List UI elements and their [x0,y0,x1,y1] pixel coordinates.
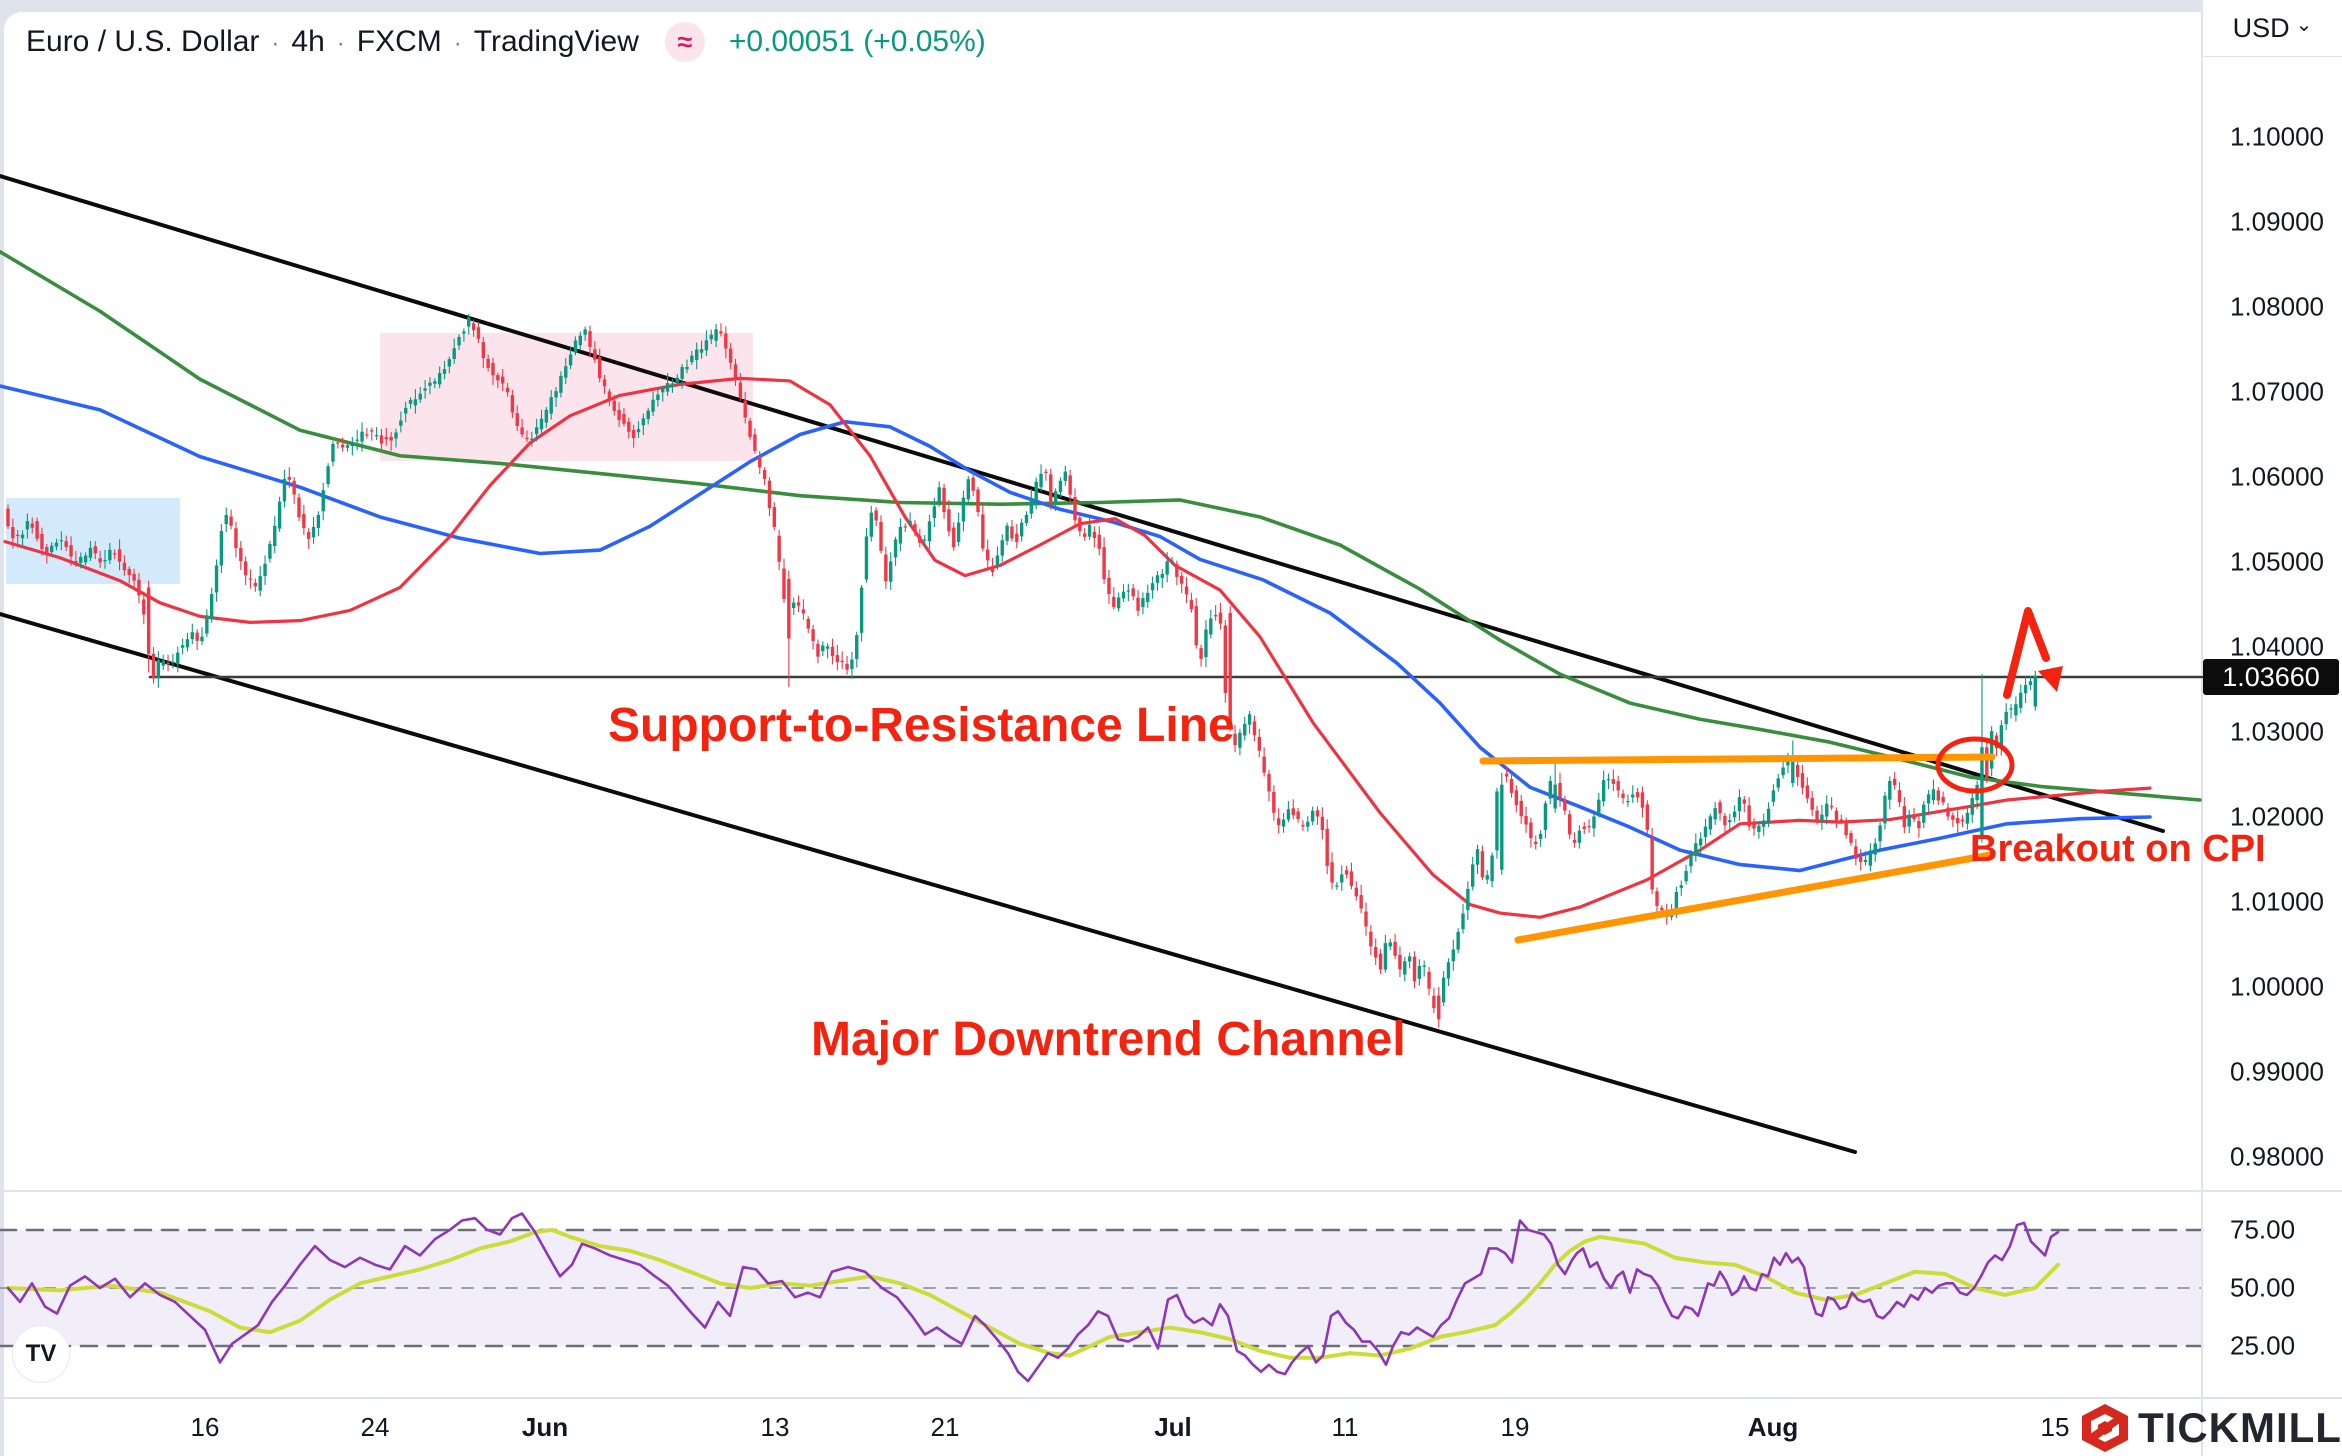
time-tick: 13 [760,1412,790,1442]
price-tick: 1.00000 [2230,971,2324,1002]
slow-ma-line [0,249,2202,802]
title-part[interactable]: Euro / U.S. Dollar [26,25,260,58]
support-resistance-annotation: Support-to-Resistance Line [608,699,1235,752]
currency-dropdown[interactable]: USD ⌄ [2203,0,2342,57]
time-tick: 15 [2040,1412,2070,1442]
title-separator: · [271,30,280,57]
title-separator: · [453,30,462,57]
price-tick: 1.05000 [2230,546,2324,577]
price-line-label: 1.03660 [2203,659,2339,695]
pennant-upper-line [1479,753,1996,765]
price-tick: 1.01000 [2230,886,2324,917]
title-part[interactable]: TradingView [473,25,639,58]
rsi-ma-line [6,1227,2060,1360]
price-tick: 0.98000 [2230,1141,2324,1172]
price-tick: 1.07000 [2230,376,2324,407]
breakout-circle-annotation [1935,736,2015,794]
title-separator: · [336,30,345,57]
rsi-line [6,1212,2060,1383]
time-tick: 16 [190,1412,220,1442]
time-tick: 21 [930,1412,960,1442]
price-tick: 0.99000 [2230,1056,2324,1087]
projection-arrow-annotation [2003,607,2050,699]
time-tick: 11 [1331,1412,1359,1442]
rsi-tick: 75.00 [2230,1214,2296,1245]
chart-legend[interactable]: Euro / U.S. Dollar · 4h · FXCM · TradingView ≈… [26,22,986,62]
tickmill-logo: TICKMILL [2082,1404,2342,1452]
downtrend-channel-annotation: Major Downtrend Channel [811,1013,1406,1066]
candlestick-series [6,313,2037,1028]
time-tick: Aug [1747,1412,1799,1442]
price-tick: 1.03000 [2230,716,2324,747]
approx-icon: ≈ [664,22,705,62]
tradingview-watermark-icon[interactable]: TV [12,1325,70,1383]
price-tick: 1.02000 [2230,801,2324,832]
title-part[interactable]: 4h [291,25,325,58]
pennant-lower-line [1514,851,1994,944]
symbol-title[interactable]: Euro / U.S. Dollar · 4h · FXCM · TradingView [26,25,639,59]
price-tick: 1.08000 [2230,291,2324,322]
title-part[interactable]: FXCM [356,25,442,58]
price-tick: 1.10000 [2230,121,2324,152]
channel-lower-trendline [0,612,1857,1154]
time-tick: Jun [521,1412,569,1442]
projection-arrowhead [2038,666,2063,692]
currency-label: USD [2232,12,2290,43]
price-tick: 1.09000 [2230,206,2324,237]
price-change: +0.00051 (+0.05%) [728,25,986,58]
time-tick: 19 [1500,1412,1530,1442]
rsi-tick: 25.00 [2230,1330,2296,1361]
chevron-down-icon: ⌄ [2295,13,2313,36]
breakout-cpi-annotation: Breakout on CPI [1970,828,2266,870]
time-tick: Jul [1154,1412,1192,1442]
price-tick: 1.06000 [2230,461,2324,492]
rsi-tick: 50.00 [2230,1272,2296,1303]
chart-card [4,12,2342,1456]
time-tick: 24 [360,1412,390,1442]
tickmill-logo-text: TICKMILL [2138,1404,2342,1451]
tickmill-logo-icon [2082,1404,2128,1452]
price-tick: 1.04000 [2230,631,2324,662]
mid-ma-line [0,384,2152,873]
fast-ma-line [3,376,2152,919]
pink-highlight-box [380,333,753,461]
